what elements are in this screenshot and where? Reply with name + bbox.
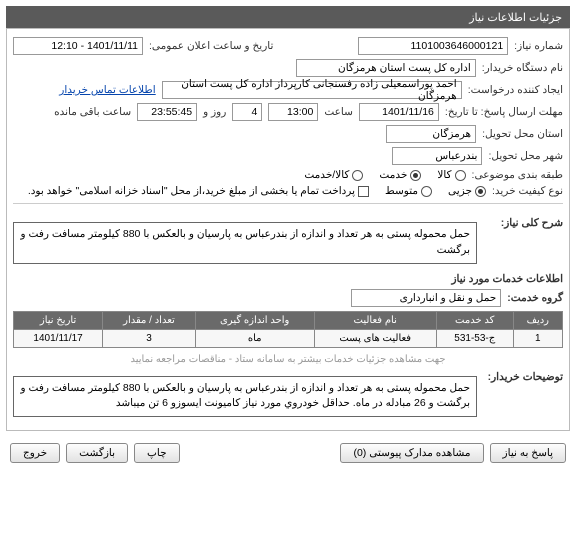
deadline-time: 13:00 xyxy=(268,103,318,121)
city-label: شهر محل تحویل: xyxy=(488,150,563,162)
saat-label: ساعت xyxy=(324,106,353,118)
check-pay[interactable]: پرداخت تمام یا بخشی از مبلغ خرید،از محل … xyxy=(28,185,369,197)
deadline-date: 1401/11/16 xyxy=(359,103,439,121)
sharh-label: شرح کلی نیاز: xyxy=(483,217,563,229)
date-label: تاریخ و ساعت اعلان عمومی: xyxy=(149,40,273,52)
remain-label: ساعت باقی مانده xyxy=(54,106,131,118)
services-header: اطلاعات خدمات مورد نیاز xyxy=(13,273,563,285)
creator: احمد پوراسمعیلی زاده رفسنجانی کارپرداز ا… xyxy=(162,81,462,99)
buyer-label: نام دستگاه خریدار: xyxy=(482,62,563,74)
table-row: 1 ج-53-531 فعالیت های پست ماه 3 1401/11/… xyxy=(14,329,563,347)
deadline-label: مهلت ارسال پاسخ: تا تاریخ: xyxy=(445,106,563,118)
ostan-label: استان محل تحویل: xyxy=(482,128,563,140)
back-button[interactable]: بازگشت xyxy=(66,443,128,463)
attach-button[interactable]: مشاهده مدارک پیوستی (0) xyxy=(340,443,483,463)
col-1: کد خدمت xyxy=(436,311,513,329)
col-3: واحد اندازه گیری xyxy=(195,311,314,329)
col-5: تاریخ نیاز xyxy=(14,311,103,329)
col-0: ردیف xyxy=(513,311,562,329)
contact-link[interactable]: اطلاعات تماس خریدار xyxy=(59,84,155,96)
days: 4 xyxy=(232,103,262,121)
middle-note: جهت مشاهده جزئیات خدمات بیشتر به سامانه … xyxy=(13,354,563,365)
buyer: اداره کل پست استان هرمزگان xyxy=(296,59,476,77)
services-table: ردیف کد خدمت نام فعالیت واحد اندازه گیری… xyxy=(13,311,563,348)
radio-motevaset[interactable]: متوسط xyxy=(385,185,432,197)
kharid-label: نوع کیفیت خرید: xyxy=(492,185,563,197)
niaz-no-label: شماره نیاز: xyxy=(514,40,563,52)
date-val: 1401/11/11 - 12:10 xyxy=(13,37,143,55)
tab-title: جزئیات اطلاعات نیاز xyxy=(469,11,562,24)
print-button[interactable]: چاپ xyxy=(134,443,180,463)
tab-bar: جزئیات اطلاعات نیاز xyxy=(6,6,570,28)
city: بندرعباس xyxy=(392,147,482,165)
remain-time: 23:55:45 xyxy=(137,103,197,121)
exit-button[interactable]: خروج xyxy=(10,443,60,463)
col-4: تعداد / مقدار xyxy=(103,311,196,329)
radio-khadamat[interactable]: خدمت xyxy=(379,169,421,181)
group-label: گروه خدمت: xyxy=(507,292,563,304)
group-value: حمل و نقل و انبارداری xyxy=(351,289,501,307)
niaz-no: 1101003646000121 xyxy=(358,37,508,55)
sharh-text: حمل محموله پستی به هر تعداد و اندازه از … xyxy=(13,222,477,264)
footer: پاسخ به نیاز مشاهده مدارک پیوستی (0) چاپ… xyxy=(6,439,570,467)
radio-jozei[interactable]: جزیی xyxy=(448,185,486,197)
creator-label: ایجاد کننده درخواست: xyxy=(468,84,563,96)
radio-kala-khadamat[interactable]: کالا/خدمت xyxy=(304,169,363,181)
ostan: هرمزگان xyxy=(386,125,476,143)
tozih-text: حمل محموله پستی به هر تعداد و اندازه از … xyxy=(13,376,477,418)
col-2: نام فعالیت xyxy=(314,311,436,329)
tabaghe-label: طبقه بندی موضوعی: xyxy=(472,169,563,181)
radio-kala[interactable]: کالا xyxy=(437,169,465,181)
rooz-label: روز و xyxy=(203,106,226,118)
tozih-label: توضیحات خریدار: xyxy=(483,371,563,383)
reply-button[interactable]: پاسخ به نیاز xyxy=(490,443,566,463)
